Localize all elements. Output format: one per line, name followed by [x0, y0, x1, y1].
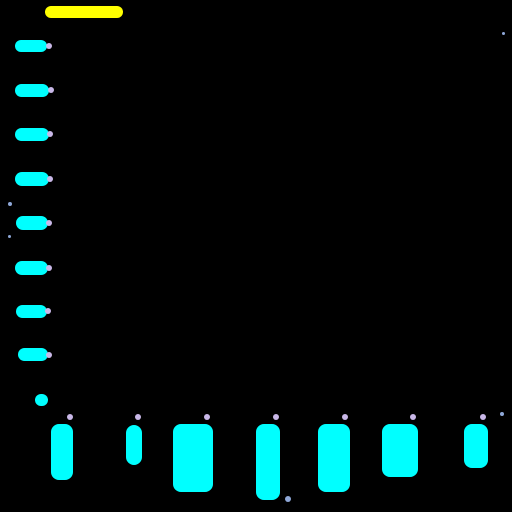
column-cell-2 — [126, 425, 142, 465]
column-marker-dot-2 — [135, 414, 141, 420]
column-cell-3 — [173, 424, 213, 492]
column-marker-dot-6 — [410, 414, 416, 420]
status-bar — [45, 6, 123, 18]
row-marker-dot-7 — [45, 308, 51, 314]
column-cell-1 — [51, 424, 73, 480]
row-cell-2 — [15, 84, 49, 97]
row-cell-4 — [15, 172, 49, 186]
row-cell-5 — [16, 216, 48, 230]
row-marker-dot-3 — [47, 131, 53, 137]
stray-speck-4 — [502, 32, 505, 35]
stray-speck-2 — [8, 235, 11, 238]
column-cell-5 — [318, 424, 350, 492]
stray-speck-5 — [500, 412, 504, 416]
row-marker-dot-5 — [46, 220, 52, 226]
column-marker-dot-4 — [273, 414, 279, 420]
row-marker-dot-2 — [48, 87, 54, 93]
row-cell-9 — [35, 394, 48, 406]
row-marker-dot-8 — [46, 352, 52, 358]
column-cell-6 — [382, 424, 418, 477]
column-marker-dot-7 — [480, 414, 486, 420]
row-cell-6 — [15, 261, 48, 275]
row-marker-dot-1 — [46, 43, 52, 49]
row-marker-dot-4 — [47, 176, 53, 182]
stray-speck-3 — [285, 496, 291, 502]
column-cell-4 — [256, 424, 280, 500]
row-cell-3 — [15, 128, 49, 141]
row-cell-1 — [15, 40, 47, 52]
column-marker-dot-1 — [67, 414, 73, 420]
row-cell-8 — [18, 348, 48, 361]
row-marker-dot-6 — [46, 265, 52, 271]
stray-speck-1 — [8, 202, 12, 206]
column-cell-7 — [464, 424, 488, 468]
column-marker-dot-3 — [204, 414, 210, 420]
row-cell-7 — [16, 305, 47, 318]
column-marker-dot-5 — [342, 414, 348, 420]
